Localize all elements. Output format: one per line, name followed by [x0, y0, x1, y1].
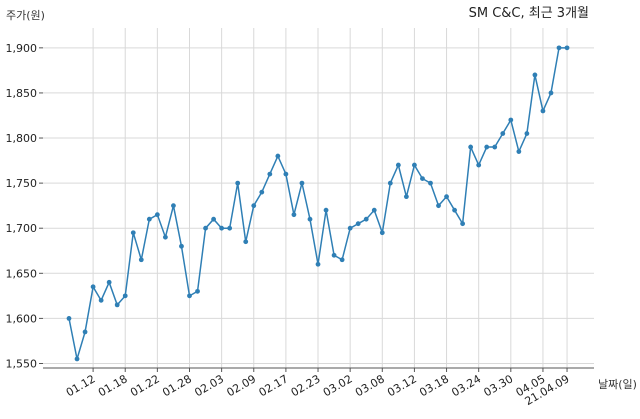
- data-point: [283, 171, 289, 177]
- x-tick-label: 01.12: [64, 372, 98, 399]
- y-tick-label: 1,550: [6, 357, 38, 370]
- data-point: [460, 221, 466, 227]
- data-point: [74, 356, 80, 362]
- data-point: [122, 293, 128, 299]
- x-tick-label: 02.23: [289, 372, 323, 399]
- data-point: [138, 257, 144, 263]
- x-tick-label: 03.18: [417, 372, 451, 399]
- data-point: [556, 45, 562, 51]
- data-point: [395, 162, 401, 168]
- data-point: [428, 180, 433, 186]
- data-point: [211, 216, 216, 222]
- chart-title: SM C&C, 최근 3개월: [469, 6, 589, 21]
- data-point: [98, 297, 104, 303]
- gridlines: [43, 28, 594, 368]
- data-point: [339, 257, 345, 263]
- data-point: [436, 203, 441, 209]
- data-point: [90, 284, 96, 290]
- data-point: [387, 180, 393, 186]
- data-point: [452, 207, 457, 213]
- data-point: [492, 144, 498, 150]
- data-point: [420, 176, 425, 182]
- data-point: [540, 108, 546, 114]
- data-point: [259, 189, 265, 195]
- x-tick-label: 02.03: [192, 372, 226, 399]
- data-point: [371, 207, 377, 213]
- y-tick-label: 1,900: [6, 42, 38, 55]
- data-point: [243, 239, 249, 245]
- data-point: [484, 144, 490, 150]
- data-point: [195, 288, 200, 294]
- data-point: [444, 194, 449, 200]
- data-point: [171, 203, 176, 209]
- data-point: [187, 293, 192, 299]
- x-tick-label: 02.17: [257, 372, 291, 399]
- data-point: [154, 212, 160, 218]
- x-tick-label: 03.08: [353, 372, 387, 399]
- x-tick-label: 03.12: [385, 372, 419, 399]
- x-tick-label: 03.30: [482, 372, 516, 399]
- data-point: [500, 131, 506, 136]
- x-tick-label: 01.18: [96, 372, 130, 399]
- data-point: [564, 45, 570, 51]
- data-point: [315, 261, 321, 267]
- data-point: [468, 144, 474, 150]
- data-point: [524, 131, 530, 136]
- data-point: [548, 90, 554, 96]
- y-tick-label: 1,750: [6, 177, 38, 190]
- data-point: [146, 216, 152, 222]
- x-tick-label: 03.24: [449, 372, 483, 399]
- y-tick-label: 1,850: [6, 87, 38, 100]
- data-point: [323, 207, 329, 213]
- data-point: [508, 117, 514, 123]
- y-axis-ticks: 1,550 1,600 1,650 1,700 1,750 1,800 1,850 1,900: [6, 42, 43, 370]
- x-axis-ticks: 01.1201.1801.2201.2802.0302.0902.1702.23…: [64, 368, 572, 408]
- data-point: [251, 203, 257, 209]
- data-point: [219, 225, 225, 231]
- data-point: [179, 243, 184, 249]
- y-tick-label: 1,650: [6, 267, 38, 280]
- y-tick-label: 1,700: [6, 222, 38, 235]
- data-point: [162, 234, 168, 240]
- data-point: [291, 212, 297, 218]
- data-point: [106, 279, 112, 285]
- data-point: [476, 162, 482, 168]
- data-point: [299, 180, 305, 186]
- data-point: [412, 162, 417, 168]
- data-point: [203, 225, 208, 231]
- data-point: [307, 216, 313, 222]
- price-points: [66, 45, 570, 362]
- x-tick-label: 01.22: [128, 372, 162, 399]
- y-tick-label: 1,600: [6, 312, 38, 325]
- data-point: [275, 153, 281, 159]
- data-point: [331, 252, 337, 258]
- x-tick-label: 03.02: [321, 372, 355, 399]
- data-point: [82, 329, 88, 335]
- data-point: [355, 221, 361, 227]
- data-point: [403, 194, 409, 200]
- y-axis-label: 주가(원): [6, 9, 45, 22]
- data-point: [130, 230, 136, 236]
- data-point: [363, 216, 369, 222]
- data-point: [516, 149, 522, 154]
- x-axis-label: 날짜(일): [598, 377, 637, 391]
- data-point: [532, 72, 538, 78]
- x-tick-label: 02.09: [224, 372, 258, 399]
- data-point: [114, 302, 120, 308]
- y-tick-label: 1,800: [6, 132, 38, 145]
- data-point: [66, 315, 72, 321]
- data-point: [227, 225, 233, 231]
- x-tick-label: 01.28: [160, 372, 194, 399]
- data-point: [235, 180, 241, 186]
- data-point: [267, 171, 273, 177]
- data-point: [379, 230, 385, 236]
- data-point: [347, 225, 353, 231]
